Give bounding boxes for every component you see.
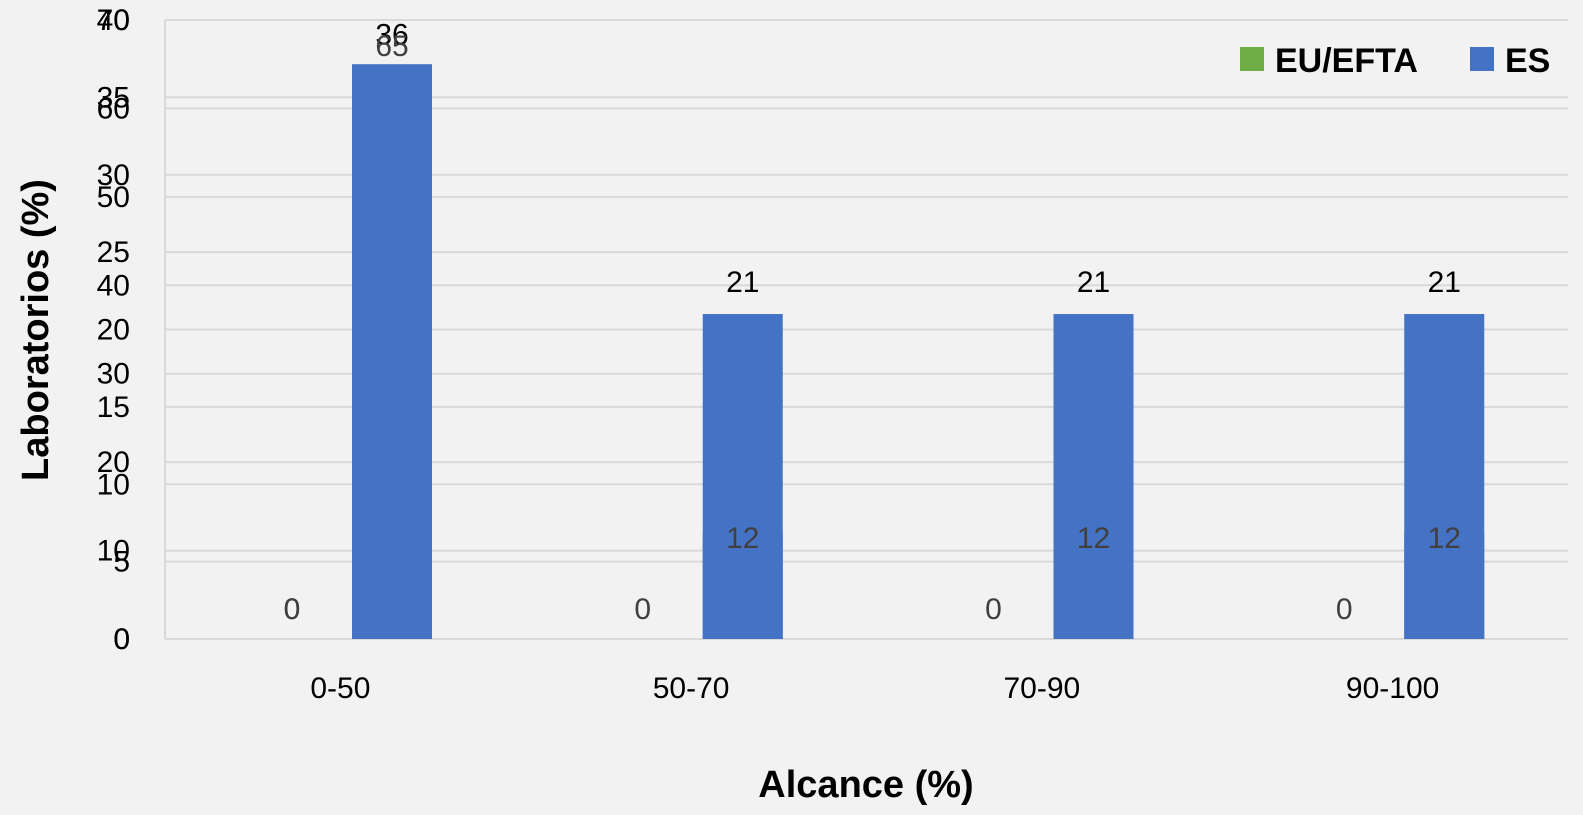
y-tick-label: 25	[97, 236, 130, 269]
bar	[352, 64, 432, 639]
y-tick-label: 0	[113, 623, 130, 656]
y-tick-label: 20	[97, 446, 130, 479]
legend-label: ES	[1505, 42, 1550, 80]
y-tick-label: 20	[97, 314, 130, 347]
data-label: 0	[634, 593, 651, 626]
category-label: 0-50	[310, 672, 370, 705]
legend-swatch	[1240, 47, 1264, 71]
legend-swatch	[1470, 47, 1494, 71]
legend-label: EU/EFTA	[1275, 42, 1418, 80]
category-labels: 0-50 50-70 70-90 90-100	[310, 672, 1439, 705]
data-label: 65	[375, 30, 408, 63]
legend: EU/EFTA ES	[1240, 42, 1550, 80]
data-label: 21	[1428, 266, 1461, 299]
y-tick-label: 30	[97, 358, 130, 391]
category-label: 90-100	[1346, 672, 1439, 705]
y-axis-title: Laboratorios (%)	[15, 179, 57, 481]
data-label: 21	[1077, 266, 1110, 299]
bars	[352, 64, 1484, 639]
y-tick-label: 40	[97, 269, 130, 302]
data-label: 0	[284, 593, 301, 626]
category-label: 70-90	[1004, 672, 1081, 705]
data-label: 12	[1428, 522, 1461, 555]
data-label: 12	[726, 522, 759, 555]
data-label: 0	[1336, 593, 1353, 626]
y-tick-label: 60	[97, 92, 130, 125]
category-label: 50-70	[653, 672, 730, 705]
data-label: 0	[985, 593, 1002, 626]
y-tick-label: 50	[97, 181, 130, 214]
data-label: 12	[1077, 522, 1110, 555]
x-axis-title: Alcance (%)	[758, 764, 973, 806]
y-tick-label: 10	[97, 535, 130, 568]
y-tick-label: 70	[97, 4, 130, 37]
data-label: 21	[726, 266, 759, 299]
y-tick-label: 15	[97, 391, 130, 424]
